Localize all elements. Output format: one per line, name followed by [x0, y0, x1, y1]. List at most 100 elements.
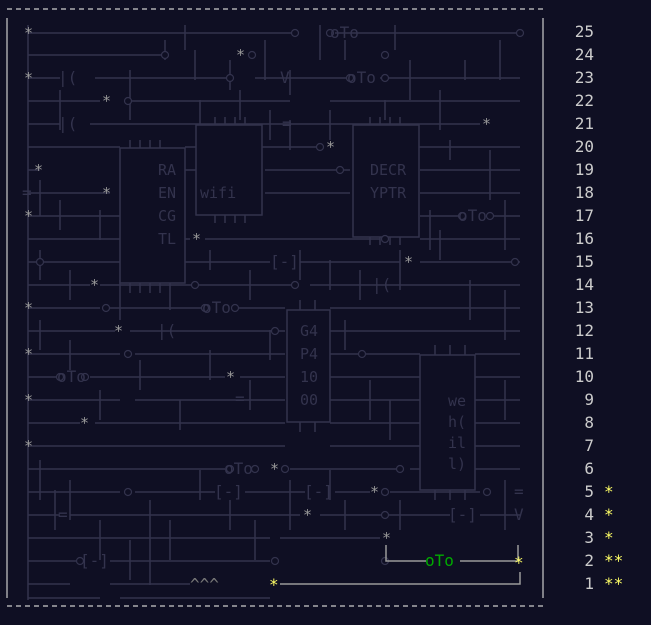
chip-we-label: il: [448, 434, 466, 452]
gate-symbol: oTo: [57, 367, 86, 386]
dim-star: *: [102, 184, 111, 202]
day-13[interactable]: 13: [566, 296, 646, 319]
gate-symbol: oTo: [202, 298, 231, 317]
day-22[interactable]: 22: [566, 89, 646, 112]
day-number: 24: [574, 45, 594, 64]
eq-symbol: =: [22, 183, 32, 202]
day-number: 8: [584, 413, 594, 432]
dim-star: *: [24, 391, 33, 409]
v-symbol: V: [514, 505, 524, 524]
dim-star: *: [326, 138, 335, 156]
day-21[interactable]: 21: [566, 112, 646, 135]
circuit-traces: [27, 25, 520, 600]
gate-symbol: oTo: [347, 68, 376, 87]
dim-star: *: [24, 69, 33, 87]
day-8[interactable]: 8: [566, 411, 646, 434]
bar-symbol: |(: [372, 275, 391, 294]
v-symbol: V: [280, 68, 290, 87]
gate-symbol: oTo: [330, 23, 359, 42]
dim-star: *: [24, 207, 33, 225]
chip-decr-body: [352, 124, 420, 238]
day-12[interactable]: 12: [566, 319, 646, 342]
day-number: 15: [574, 252, 594, 271]
chip-g4-body: [286, 309, 331, 423]
bracket-symbol: [-]: [80, 551, 109, 570]
day-number: 4: [584, 505, 594, 524]
day-25[interactable]: 25: [566, 20, 646, 43]
dim-star: *: [80, 414, 89, 432]
dim-star: *: [34, 161, 43, 179]
chip-wifi-label: wifi: [200, 184, 236, 202]
bar-symbol: |(: [58, 68, 77, 87]
dim-star: *: [404, 253, 413, 271]
dim-star: *: [226, 368, 235, 386]
day-stars: *: [604, 482, 614, 501]
day-number: 10: [574, 367, 594, 386]
day-6[interactable]: 6: [566, 457, 646, 480]
day-number: 20: [574, 137, 594, 156]
dim-star: *: [382, 529, 391, 547]
day-2[interactable]: 2 **: [566, 549, 646, 572]
day-18[interactable]: 18: [566, 181, 646, 204]
dim-star: *: [192, 230, 201, 248]
day-10[interactable]: 10: [566, 365, 646, 388]
dim-star: *: [270, 460, 279, 478]
gold-star-lower[interactable]: *: [269, 575, 279, 594]
dim-star: *: [236, 46, 245, 64]
dim-star: *: [24, 24, 33, 42]
day-16[interactable]: 16: [566, 227, 646, 250]
day-23[interactable]: 23: [566, 66, 646, 89]
day-24[interactable]: 24: [566, 43, 646, 66]
lit-gate: oTo: [425, 551, 454, 570]
chip-decr-label: DECR: [370, 161, 407, 179]
day-number: 5: [584, 482, 594, 501]
day-number: 18: [574, 183, 594, 202]
day-stars: *: [604, 505, 614, 524]
day-number: 14: [574, 275, 594, 294]
dim-star: *: [90, 276, 99, 294]
day-number: 3: [584, 528, 594, 547]
dim-star: *: [114, 322, 123, 340]
day-9[interactable]: 9: [566, 388, 646, 411]
day-15[interactable]: 15: [566, 250, 646, 273]
day-4[interactable]: 4 *: [566, 503, 646, 526]
dim-star: *: [482, 115, 491, 133]
lit-trace-lower: [280, 572, 521, 585]
day-7[interactable]: 7: [566, 434, 646, 457]
day-17[interactable]: 17: [566, 204, 646, 227]
day-19[interactable]: 19: [566, 158, 646, 181]
day-3[interactable]: 3 *: [566, 526, 646, 549]
bracket-symbol: [-]: [270, 252, 299, 271]
gate-symbol: oTo: [458, 206, 487, 225]
chip-ra-label: CG: [158, 207, 176, 225]
chip-we-label: h(: [448, 413, 466, 431]
eq-symbol: =: [58, 505, 68, 524]
chip-g4-label: 00: [300, 391, 318, 409]
day-14[interactable]: 14: [566, 273, 646, 296]
chip-g4-label: G4: [300, 322, 318, 340]
dim-star: *: [24, 345, 33, 363]
dim-star: *: [24, 299, 33, 317]
day-20[interactable]: 20: [566, 135, 646, 158]
day-number: 25: [574, 22, 594, 41]
caret-glyph: ^^^: [190, 575, 219, 594]
day-5[interactable]: 5 *: [566, 480, 646, 503]
chip-ra-body: [119, 147, 186, 284]
day-number: 6: [584, 459, 594, 478]
day-number: 2: [584, 551, 594, 570]
chip-ra-label: RA: [158, 161, 176, 179]
day-1[interactable]: 1 **: [566, 572, 646, 595]
gold-star-upper[interactable]: *: [514, 553, 524, 572]
day-number: 22: [574, 91, 594, 110]
chip-g4-label: P4: [300, 345, 318, 363]
chip-we-body: [419, 354, 476, 491]
eq-symbol: =: [514, 482, 524, 501]
dim-star: *: [370, 483, 379, 501]
dim-star: *: [303, 506, 312, 524]
day-11[interactable]: 11: [566, 342, 646, 365]
day-stars: *: [604, 528, 614, 547]
chip-we-label: we: [448, 392, 466, 410]
day-number: 9: [584, 390, 594, 409]
